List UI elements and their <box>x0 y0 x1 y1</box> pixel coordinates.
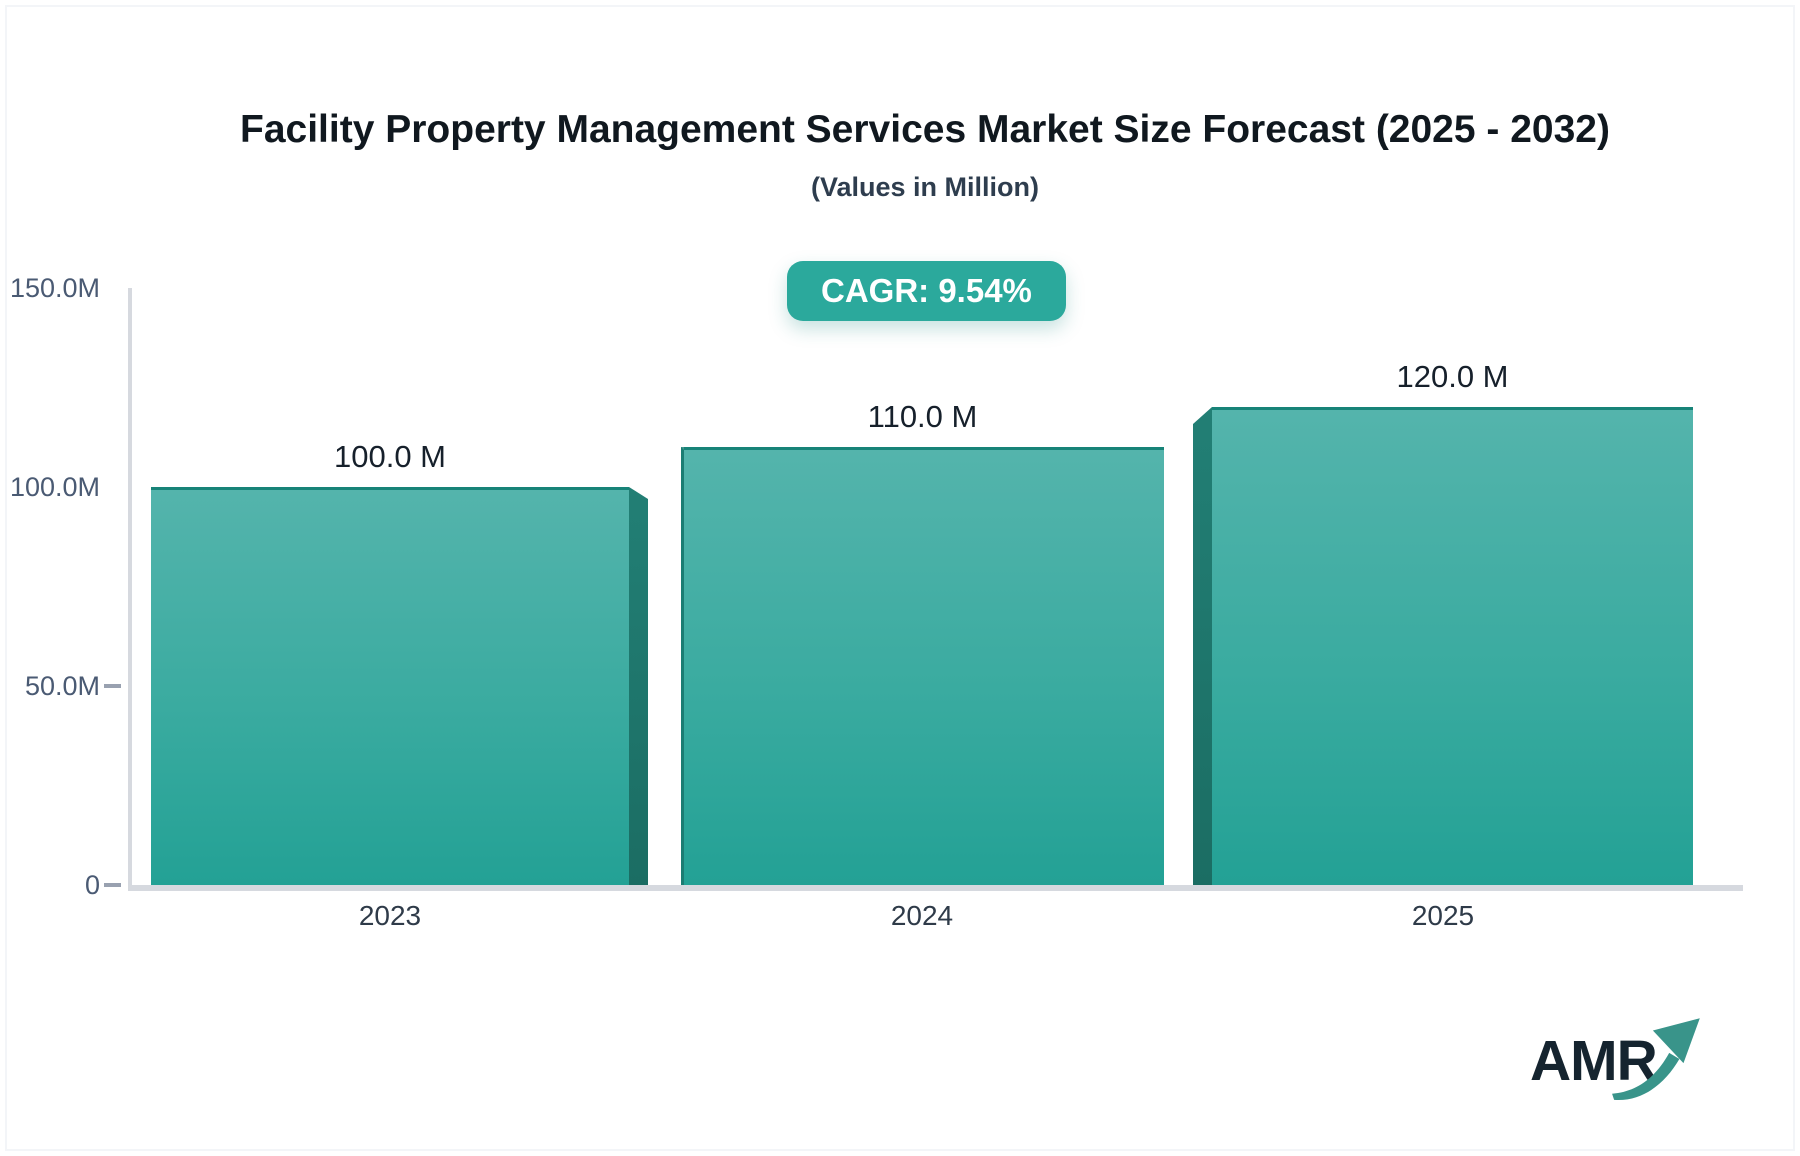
x-category-label: 2023 <box>358 900 422 931</box>
y-tick-dash <box>104 883 121 887</box>
amr-logo-text: AMR <box>1530 1029 1658 1093</box>
bar-body <box>151 487 629 885</box>
y-axis-line <box>128 288 132 888</box>
bar-3d-side <box>1193 407 1212 885</box>
bar-body <box>1212 407 1693 885</box>
bar-3d-side <box>629 487 648 885</box>
y-tick-label: 50.0M <box>24 671 100 701</box>
x-category-label: 2025 <box>1411 900 1475 931</box>
y-tick-label: 150.0M <box>9 273 100 303</box>
y-tick-label: 100.0M <box>9 472 100 502</box>
bar-2024[interactable]: 110.0 M <box>681 0 1164 885</box>
chart-header: Facility Property Management Services Ma… <box>50 0 1800 202</box>
chart-title: Facility Property Management Services Ma… <box>240 108 1610 151</box>
x-category-label: 2024 <box>890 900 954 931</box>
y-tick-label: 0 <box>84 870 100 900</box>
bar-value-label: 110.0 M <box>867 399 978 434</box>
bar-2025[interactable]: 120.0 M <box>1193 0 1693 885</box>
bar-value-label: 120.0 M <box>1396 359 1509 394</box>
cagr-badge: CAGR: 9.54% <box>787 261 1066 321</box>
chart-subtitle: (Values in Million) <box>810 172 1040 202</box>
y-tick-dash <box>104 684 121 688</box>
x-axis-baseline <box>128 885 1743 891</box>
growth-arrow-icon <box>1612 1018 1700 1100</box>
bar-value-label: 100.0 M <box>333 439 446 474</box>
bar-2023[interactable]: 100.0 M <box>151 0 648 885</box>
bar-body <box>681 447 1164 885</box>
